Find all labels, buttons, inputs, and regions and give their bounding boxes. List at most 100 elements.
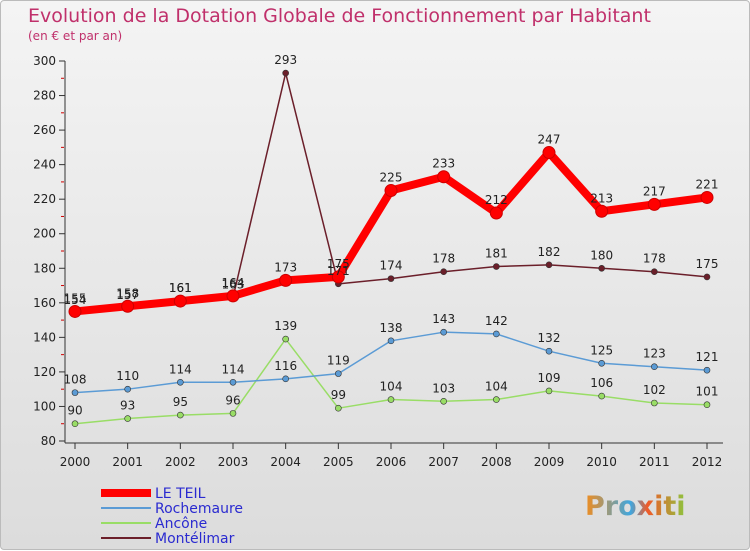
data-label: 143 [432,312,455,326]
data-label: 181 [485,247,508,261]
data-label: 221 [696,177,719,191]
data-label: 101 [696,385,719,399]
data-label: 114 [222,362,245,376]
x-tick-label: 2010 [586,455,617,469]
y-tick-label: 80 [41,434,56,448]
x-ticks: 2000 2001 2002 2003 2004 2005 2006 2007 2008 2009… [60,443,723,469]
data-label: 104 [485,380,508,394]
data-point [335,370,342,377]
data-point [282,335,289,343]
data-point [331,270,345,284]
data-point [651,268,658,276]
data-label: 158 [116,286,139,300]
y-tick-label: 180 [33,261,56,275]
data-label: 233 [432,157,455,171]
data-label: 180 [590,248,613,262]
x-tick-label: 2005 [323,455,354,469]
x-tick-label: 2000 [60,455,91,469]
data-label: 106 [590,376,613,390]
y-tick-label: 140 [33,330,56,344]
data-point [598,264,605,272]
legend-label: Rochemaure [155,501,243,517]
data-point [68,304,82,318]
legend-label: LE TEIL [155,486,206,502]
data-label: 95 [173,395,188,409]
data-label: 164 [222,276,245,290]
data-point [335,404,342,412]
data-label: 114 [169,362,192,376]
y-tick-label: 240 [33,158,56,172]
data-label: 108 [64,373,87,387]
y-ticks: 80 100 120 140 160 180 200 220 240 260 280 300 [33,54,65,448]
data-point [493,396,500,403]
data-point [173,294,187,308]
y-tick-label: 260 [33,123,56,137]
data-point [121,299,135,313]
data-point [229,378,237,386]
data-point [279,273,293,287]
data-label: 119 [327,354,350,368]
data-point [545,387,553,395]
proxiti-logo: Proxiti [585,491,686,522]
data-point [387,275,395,282]
data-point [647,197,661,211]
chart-title: Evolution de la Dotation Globale de Fonc… [28,5,651,27]
data-point [651,399,658,407]
data-label: 138 [380,321,403,335]
data-point [177,378,184,386]
data-point [493,330,500,338]
data-point [703,366,711,374]
data-point [282,375,289,383]
x-tick-label: 2009 [534,455,565,469]
data-label: 175 [327,257,350,271]
data-label: 157 [116,288,139,302]
data-point [545,261,553,269]
data-point [282,69,289,77]
data-label: 123 [643,347,666,361]
data-label: 175 [696,257,719,271]
data-point [387,396,395,403]
y-tick-label: 300 [33,54,56,68]
y-tick-label: 200 [33,227,56,241]
data-label: 247 [538,133,561,147]
data-label: 154 [64,293,87,307]
data-point [595,204,609,218]
data-label: 99 [331,388,346,402]
data-label: 116 [274,359,297,373]
data-point [71,420,79,428]
data-label: 132 [538,331,561,345]
data-label: 142 [485,314,508,328]
y-tick-label: 280 [33,89,56,103]
data-label: 171 [327,264,350,278]
data-point [489,206,503,220]
data-label: 182 [538,245,561,259]
data-point [542,146,556,160]
data-label: 212 [485,193,508,207]
data-label: 225 [380,171,403,185]
y-tick-label: 120 [33,365,56,379]
x-tick-label: 2012 [692,455,723,469]
data-point [384,184,398,198]
y-tick-label: 100 [33,399,56,413]
x-tick-label: 2001 [112,455,143,469]
data-label: 90 [67,404,82,418]
data-label: 178 [432,252,455,266]
data-point [229,410,237,417]
data-point [437,170,451,184]
data-label: 213 [590,191,613,205]
data-point [387,337,395,345]
y-tick-label: 160 [33,296,56,310]
data-point [71,389,79,396]
data-label: 121 [696,350,719,364]
data-point [700,190,714,204]
data-label: 155 [64,291,87,305]
x-tick-label: 2004 [270,455,301,469]
data-point [440,268,447,276]
legend-label: Montélimar [155,531,235,547]
data-point [703,401,711,409]
data-point [545,347,553,355]
data-label: 173 [274,260,297,274]
